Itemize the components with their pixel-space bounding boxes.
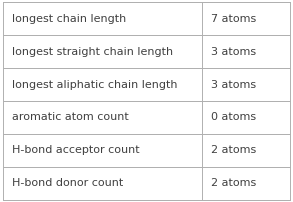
Bar [3,101,290,134]
Text: 2 atoms: 2 atoms [211,179,257,188]
Bar [3,68,290,101]
Text: H-bond donor count: H-bond donor count [12,179,123,188]
Text: 3 atoms: 3 atoms [211,46,256,57]
Text: aromatic atom count: aromatic atom count [12,113,128,122]
Text: 3 atoms: 3 atoms [211,80,256,89]
Bar [3,2,290,35]
Text: 2 atoms: 2 atoms [211,145,257,156]
Text: 7 atoms: 7 atoms [211,14,257,23]
Text: 0 atoms: 0 atoms [211,113,256,122]
Text: longest chain length: longest chain length [12,14,126,23]
Bar [3,35,290,68]
Bar [3,167,290,200]
Bar [3,134,290,167]
Text: longest straight chain length: longest straight chain length [12,46,173,57]
Text: longest aliphatic chain length: longest aliphatic chain length [12,80,177,89]
Text: H-bond acceptor count: H-bond acceptor count [12,145,139,156]
